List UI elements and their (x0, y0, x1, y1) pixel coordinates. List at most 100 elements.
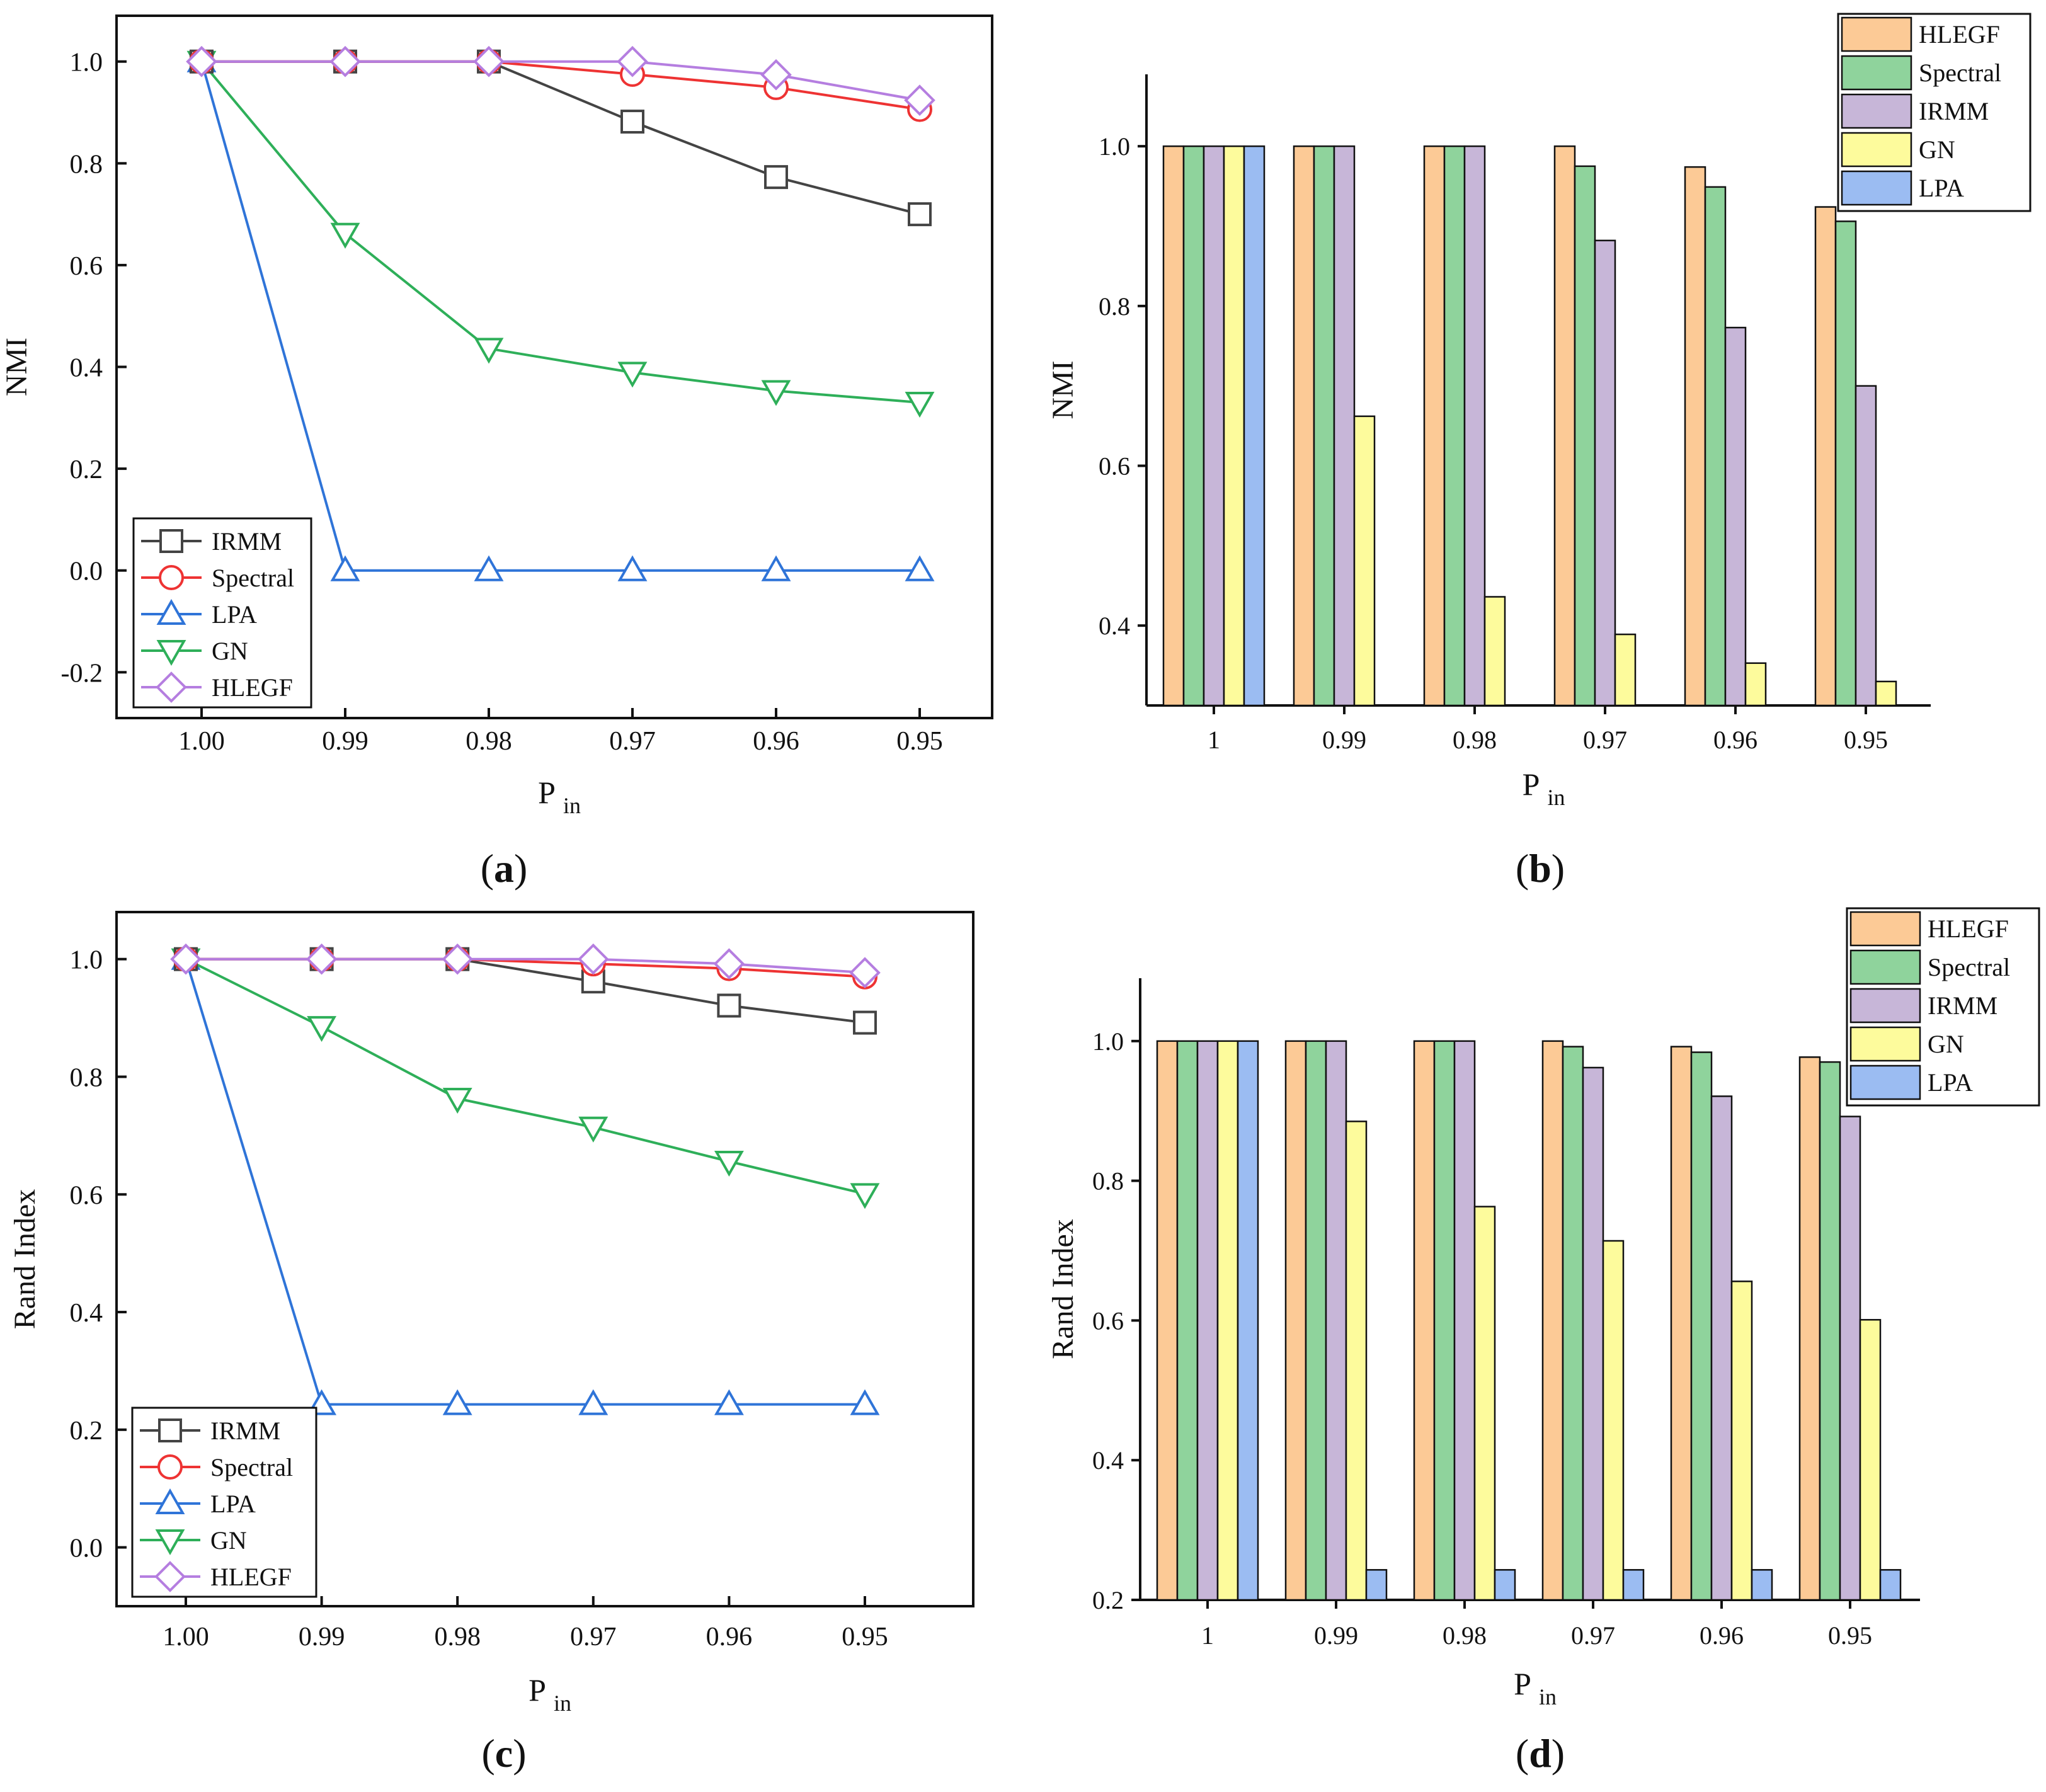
panel-c-point-gn (850, 1183, 880, 1209)
panel-c-plot-frame (115, 911, 974, 1607)
panel-b-bar-spectral (1443, 145, 1466, 707)
panel-d-bar-spectral (1690, 1051, 1713, 1601)
panel-d-x-tick-label: 0.98 (1443, 1621, 1487, 1650)
panel-a-point-lpa (761, 555, 791, 581)
panel-b-bar-spectral (1834, 220, 1857, 707)
panel-c-x-axis-label: P (529, 1672, 546, 1708)
panel-d-bar-irmm (1582, 1066, 1604, 1601)
panel-a-y-tick-label: -0.2 (61, 659, 103, 688)
panel-a-legend-label-gn: GN (212, 637, 248, 665)
panel-d-caption-letter: d (1529, 1731, 1552, 1776)
panel-c-point-gn (714, 1150, 744, 1177)
panel-a-point-gn (617, 362, 648, 388)
panel-d-x-tick-label: 0.96 (1700, 1621, 1744, 1650)
panel-c-point-gn (442, 1088, 472, 1114)
panel-b-legend-label-irmm: IRMM (1919, 97, 1989, 125)
panel-d-bar-spectral (1176, 1040, 1199, 1601)
panel-b-bar-gn (1483, 596, 1506, 707)
panel-c-rand-index-line-chart: 0.0 0.2 0.4 0.6 0.8 1.0 1.00 0.99 0.98 0.97 0.96 0.… (8, 911, 974, 1776)
panel-c-y-tick-label: 0.0 (70, 1534, 103, 1563)
panel-a-x-axis-label: P (538, 775, 556, 810)
panel-d-bar-gn (1345, 1121, 1368, 1601)
panel-a-caption-letter: a (494, 846, 514, 891)
panel-d-legend-swatch-hlegf (1849, 911, 1921, 947)
panel-c-legend-marker-irmm (158, 1418, 182, 1442)
panel-d-bar-gn (1730, 1281, 1753, 1601)
panel-a-series-line-spectral (202, 60, 920, 111)
panel-b-x-axis-label-subscript: in (1547, 785, 1565, 810)
panel-d-legend-label-lpa: LPA (1928, 1068, 1973, 1097)
panel-d-x-tick-label: 0.95 (1828, 1621, 1872, 1650)
panel-c-point-hlegf (577, 943, 609, 975)
panel-b-legend-label-gn: GN (1919, 135, 1955, 164)
panel-d-bar-hlegf (1284, 1040, 1307, 1601)
panel-d-x-axis-label: P (1514, 1666, 1531, 1701)
panel-d-legend-label-spectral: Spectral (1928, 953, 2010, 981)
panel-d-legend-swatch-gn (1849, 1026, 1921, 1062)
panel-d-bar-irmm (1453, 1040, 1476, 1601)
panel-c-point-lpa (578, 1389, 609, 1415)
panel-a-point-hlegf (760, 59, 792, 91)
panel-a-point-gn (905, 392, 935, 418)
panel-a-point-irmm (764, 165, 788, 190)
panel-a-point-hlegf (186, 45, 217, 77)
panel-c-point-hlegf (849, 957, 881, 989)
panel-a-legend-marker-lpa (156, 598, 186, 625)
panel-b-bar-irmm (1594, 239, 1616, 707)
panel-c-caption: (c) (481, 1731, 526, 1776)
panel-a-point-gn (330, 222, 360, 249)
panel-b-x-tick-label: 1 (1208, 726, 1220, 754)
panel-c-point-gn (307, 1016, 337, 1042)
panel-b-legend-swatch-lpa (1841, 170, 1912, 206)
panel-c-legend-label-irmm: IRMM (210, 1417, 280, 1445)
panel-a-caption: (a) (481, 846, 528, 891)
panel-d-y-tick-label: 0.6 (1092, 1306, 1124, 1335)
panel-b-legend-label-hlegf: HLEGF (1919, 20, 2000, 49)
panel-b-legend-label-lpa: LPA (1919, 174, 1964, 202)
panel-b-bar-gn (1353, 415, 1376, 707)
panel-b-x-tick-label: 0.98 (1453, 726, 1497, 754)
panel-a-point-lpa (474, 555, 504, 581)
panel-b-legend-swatch-gn (1841, 132, 1912, 168)
panel-b-y-tick-label: 0.6 (1099, 452, 1130, 480)
panel-a-point-gn (474, 338, 504, 364)
panel-b-legend-label-spectral: Spectral (1919, 59, 2001, 87)
panel-a-nmi-line-chart: -0.2 0.0 0.2 0.4 0.6 0.8 1.0 1.00 0.99 0.98 0.97 0.… (0, 14, 993, 891)
panel-b-y-tick-label: 0.4 (1099, 612, 1130, 640)
panel-a-x-axis-label-subscript: in (563, 793, 581, 818)
panel-a-point-hlegf (617, 45, 648, 77)
panel-a-x-tick-label: 1.00 (178, 727, 225, 756)
panel-c-x-tick-label: 0.98 (434, 1623, 481, 1652)
panel-c-y-tick-label: 0.8 (70, 1063, 103, 1092)
panel-c-series-line-irmm (186, 957, 866, 1024)
panel-b-bar-lpa (1243, 145, 1266, 707)
panel-d-y-tick-label: 0.4 (1092, 1446, 1124, 1475)
panel-b-bar-spectral (1182, 145, 1205, 707)
panel-a-series-line-lpa (200, 61, 920, 572)
panel-d-legend-label-gn: GN (1928, 1030, 1964, 1058)
panel-b-bar-hlegf (1814, 206, 1837, 707)
panel-d-caption: (d) (1516, 1731, 1565, 1776)
panel-c-point-irmm (717, 993, 741, 1018)
panel-b-bar-hlegf (1162, 145, 1185, 707)
panel-d-rand-index-bar-chart: 0.2 0.4 0.6 0.8 1.0 1 0.99 0.98 0.97 0.96 0.95 HLEG… (1046, 907, 2040, 1776)
panel-b-bar-spectral (1574, 165, 1596, 707)
panel-b-x-tick-label: 0.99 (1322, 726, 1366, 754)
panel-d-bar-irmm (1196, 1040, 1219, 1601)
panel-d-x-axis-label-subscript: in (1539, 1684, 1557, 1709)
panel-d-bar-lpa (1237, 1040, 1259, 1601)
panel-b-bar-hlegf (1423, 145, 1446, 707)
panel-c-legend-marker-spectral (157, 1454, 183, 1480)
panel-c-y-tick-label: 0.4 (70, 1299, 103, 1328)
panel-c-point-hlegf (442, 943, 474, 975)
panel-c-y-tick-label: 1.0 (70, 946, 103, 975)
panel-c-x-axis-label-subscript: in (554, 1691, 571, 1716)
panel-b-bar-hlegf (1293, 145, 1315, 707)
panel-c-x-tick-label: 0.97 (570, 1623, 617, 1652)
panel-d-x-tick-label: 0.99 (1314, 1621, 1358, 1650)
panel-b-legend-swatch-spectral (1841, 55, 1912, 91)
panel-b-caption: (b) (1516, 846, 1565, 891)
panel-a-point-irmm (620, 110, 644, 134)
panel-d-bar-gn (1859, 1319, 1882, 1601)
